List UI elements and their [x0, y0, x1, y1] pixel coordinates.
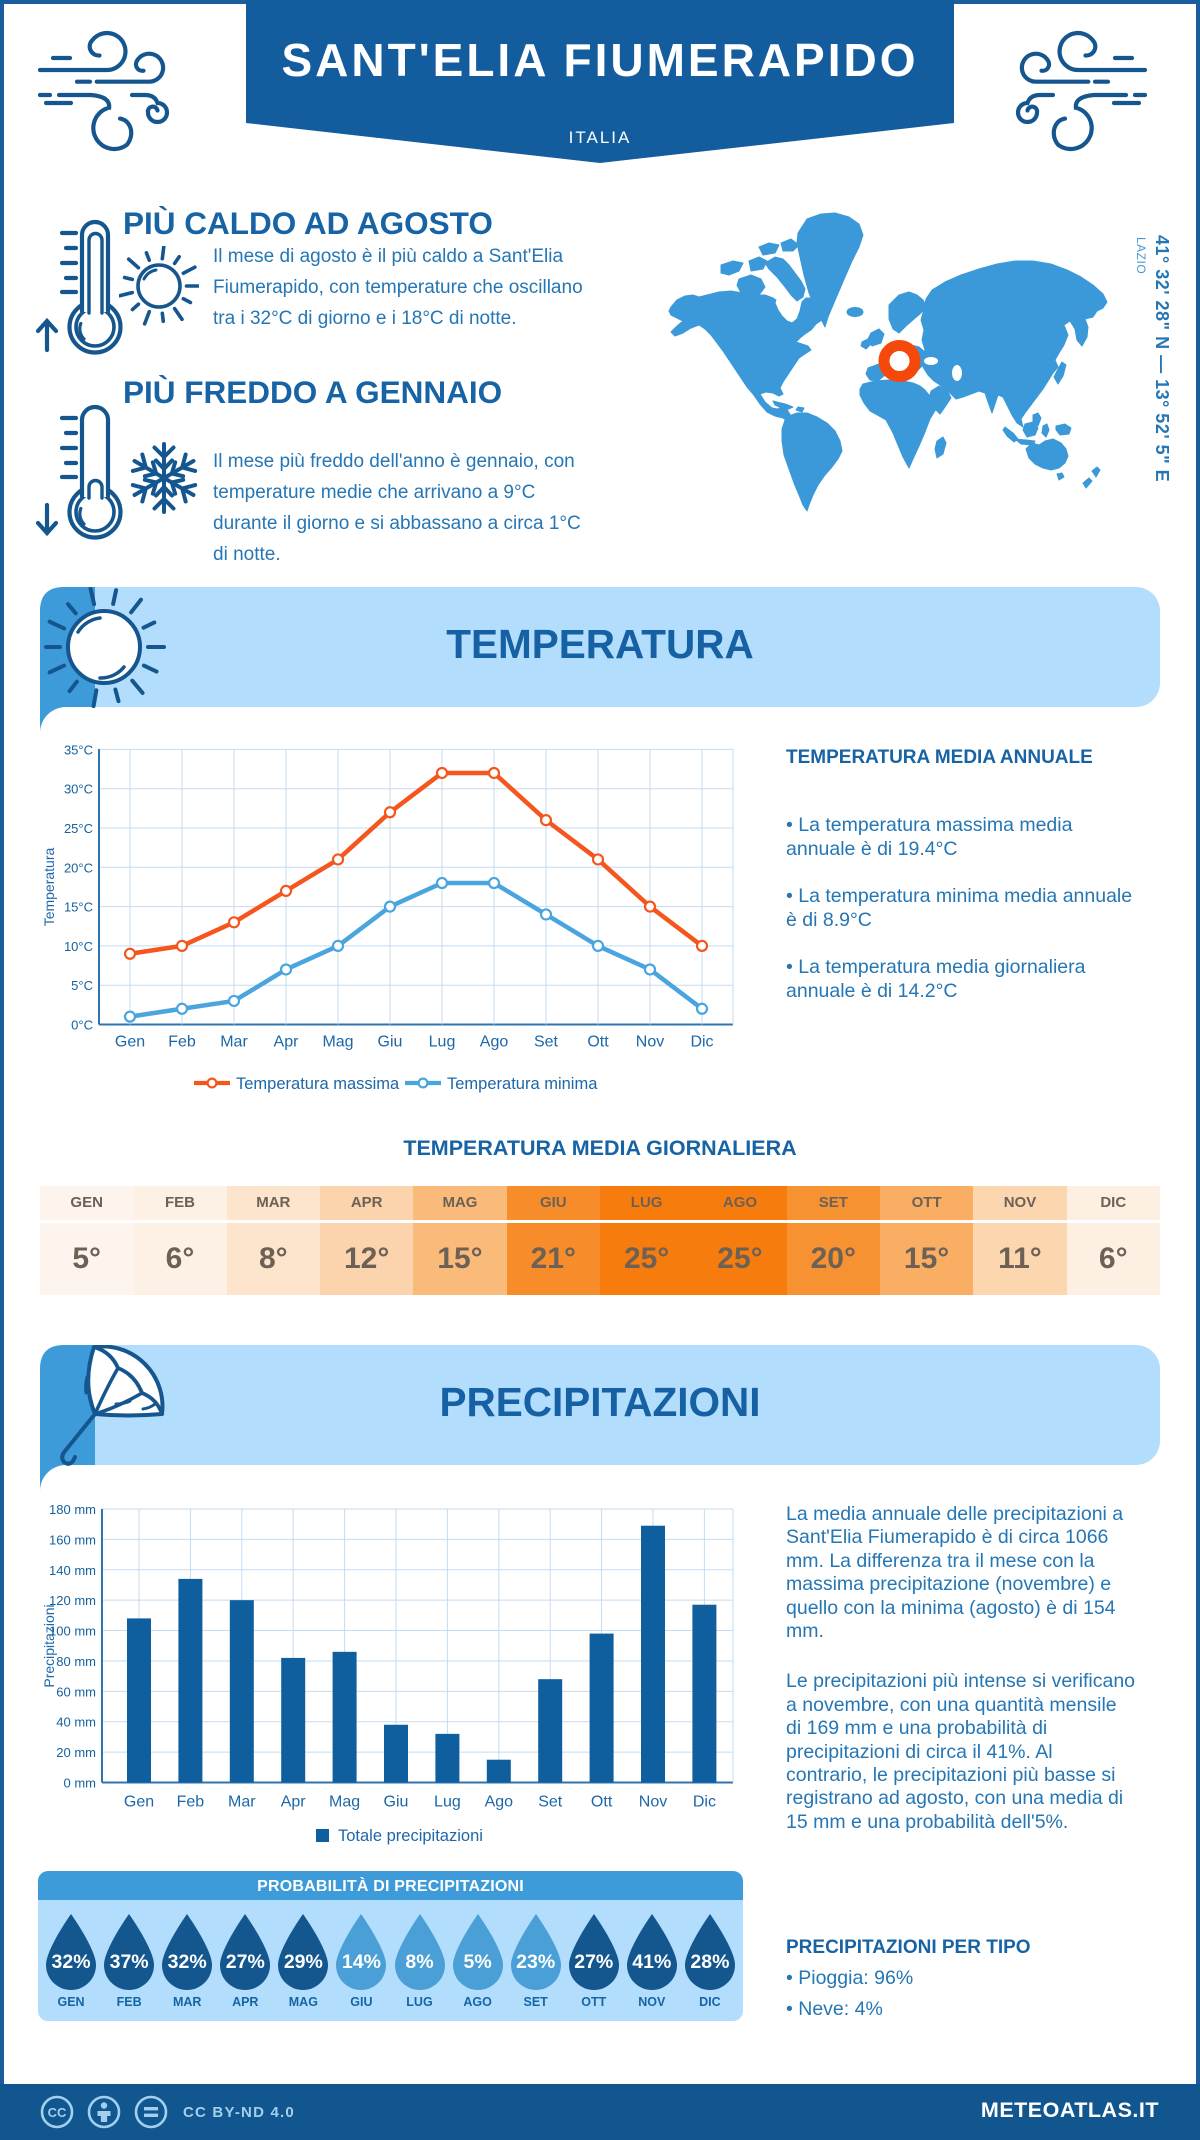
svg-text:Temperatura massima: Temperatura massima [236, 1075, 400, 1093]
svg-text:80 mm: 80 mm [56, 1654, 96, 1669]
svg-text:5°C: 5°C [71, 978, 93, 993]
svg-text:20°C: 20°C [64, 860, 93, 875]
svg-text:Mar: Mar [220, 1034, 248, 1051]
svg-text:Lug: Lug [429, 1034, 456, 1051]
svg-text:Apr: Apr [281, 1794, 307, 1811]
svg-text:Ott: Ott [587, 1034, 609, 1051]
svg-text:140 mm: 140 mm [49, 1563, 96, 1578]
svg-text:Totale precipitazioni: Totale precipitazioni [338, 1827, 483, 1845]
svg-text:Mar: Mar [228, 1794, 256, 1811]
svg-text:25°C: 25°C [64, 821, 93, 836]
svg-text:Feb: Feb [168, 1034, 196, 1051]
svg-text:Ott: Ott [591, 1794, 613, 1811]
svg-text:20 mm: 20 mm [56, 1745, 96, 1760]
svg-text:Ago: Ago [480, 1034, 509, 1051]
svg-text:Gen: Gen [115, 1034, 145, 1051]
svg-text:Apr: Apr [274, 1034, 300, 1051]
svg-text:Feb: Feb [177, 1794, 205, 1811]
svg-text:Giu: Giu [384, 1794, 409, 1811]
svg-text:160 mm: 160 mm [49, 1532, 96, 1547]
svg-text:Nov: Nov [636, 1034, 664, 1051]
svg-text:30°C: 30°C [64, 782, 93, 797]
svg-text:Temperatura: Temperatura [41, 847, 57, 926]
svg-text:Mag: Mag [322, 1034, 353, 1051]
svg-text:15°C: 15°C [64, 900, 93, 915]
svg-text:Nov: Nov [639, 1794, 667, 1811]
svg-text:Gen: Gen [124, 1794, 154, 1811]
svg-text:100 mm: 100 mm [49, 1624, 96, 1639]
svg-text:0 mm: 0 mm [64, 1776, 97, 1791]
svg-text:120 mm: 120 mm [49, 1593, 96, 1608]
svg-text:35°C: 35°C [64, 745, 93, 757]
svg-text:Lug: Lug [434, 1794, 461, 1811]
svg-text:Dic: Dic [693, 1794, 716, 1811]
svg-text:Temperatura minima: Temperatura minima [447, 1075, 598, 1093]
svg-text:Mag: Mag [329, 1794, 360, 1811]
svg-text:Set: Set [538, 1794, 563, 1811]
svg-text:Set: Set [534, 1034, 559, 1051]
svg-text:Dic: Dic [690, 1034, 713, 1051]
svg-text:0°C: 0°C [71, 1018, 93, 1033]
svg-text:180 mm: 180 mm [49, 1502, 96, 1517]
svg-text:Giu: Giu [378, 1034, 403, 1051]
svg-text:Ago: Ago [485, 1794, 514, 1811]
svg-text:40 mm: 40 mm [56, 1715, 96, 1730]
svg-text:Precipitazioni: Precipitazioni [41, 1604, 57, 1687]
svg-text:60 mm: 60 mm [56, 1684, 96, 1699]
svg-text:10°C: 10°C [64, 939, 93, 954]
svg-text:CC: CC [48, 2105, 67, 2120]
